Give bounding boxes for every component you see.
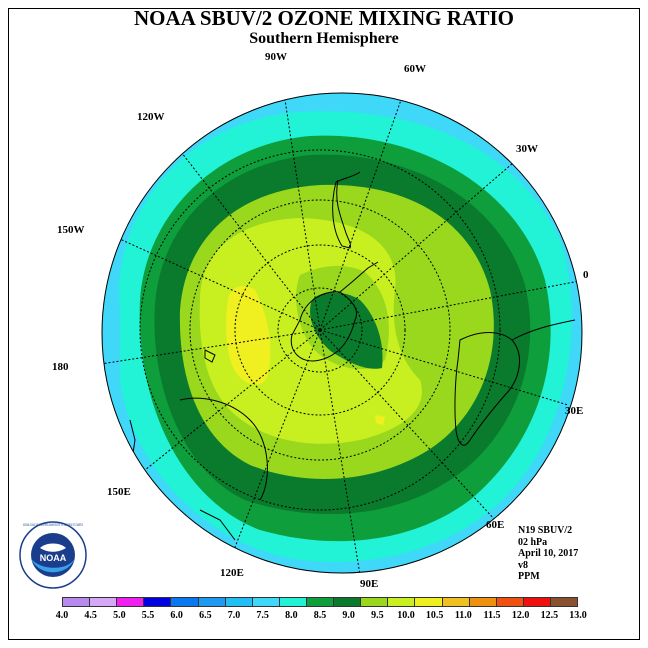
lon-label-30e: 30E xyxy=(565,405,583,417)
colorbar-tick-label: 12.5 xyxy=(540,610,559,621)
colorbar-tick-label: 9.5 xyxy=(371,610,384,621)
colorbar-swatch xyxy=(252,598,280,606)
lon-label-30w: 30W xyxy=(516,143,538,155)
colorbar-swatch xyxy=(198,598,226,606)
colorbar-tick-label: 6.5 xyxy=(199,610,212,621)
colorbar-tick-label: 7.0 xyxy=(227,610,241,621)
date-label: April 10, 2017 xyxy=(518,548,579,559)
pressure-level-label: 02 hPa xyxy=(518,536,548,548)
lon-label-60w: 60W xyxy=(404,63,426,75)
contour-7.0-east xyxy=(580,280,582,390)
units-label: PPM xyxy=(518,571,540,582)
logo-text: NOAA xyxy=(40,553,67,563)
contour-9.0-center xyxy=(310,292,383,369)
colorbar-tick-label: 8.0 xyxy=(285,610,298,621)
colorbar xyxy=(62,597,578,607)
colorbar-tick-label: 4.0 xyxy=(55,610,69,621)
logo-ring-text: NATIONAL OCEANIC AND ATMOSPHERIC ADMINIS… xyxy=(23,522,83,527)
colorbar-swatch xyxy=(442,598,470,606)
colorbar-swatch xyxy=(63,598,91,606)
colorbar-ticks: 4.0 4.5 5.0 5.5 6.0 6.5 7.0 7.5 8.0 8.5 9.0 9.5 10.0… xyxy=(0,610,648,624)
colorbar-tick-label: 11.5 xyxy=(483,610,501,621)
colorbar-swatch xyxy=(306,598,335,606)
colorbar-swatch xyxy=(523,598,551,606)
map-frame xyxy=(8,8,640,640)
colorbar-swatch xyxy=(361,598,389,606)
colorbar-tick-label: 7.5 xyxy=(256,610,269,621)
contour-10.5 xyxy=(226,286,271,385)
version-label: v8 xyxy=(518,559,528,571)
graticule xyxy=(102,93,582,573)
lon-label-90w: 90W xyxy=(265,51,287,63)
colorbar-tick-label: 5.5 xyxy=(141,610,155,621)
globe-outline xyxy=(101,92,583,574)
lon-label-150e: 150E xyxy=(107,486,131,498)
colorbar-swatch xyxy=(334,598,362,606)
colorbar-swatch xyxy=(279,598,307,606)
colorbar-tick-label: 10.0 xyxy=(397,610,415,621)
colorbar-swatch xyxy=(144,598,172,606)
colorbar-swatch xyxy=(469,598,497,606)
colorbar-tick-label: 4.5 xyxy=(84,610,97,621)
colorbar-swatch xyxy=(225,598,253,606)
lon-label-150w: 150W xyxy=(57,224,85,236)
lon-label-180: 180 xyxy=(52,361,69,373)
satellite-label: N19 SBUV/2 xyxy=(518,525,573,536)
colorbar-swatch xyxy=(90,598,118,606)
colorbar-swatch xyxy=(550,598,578,606)
colorbar-tick-label: 10.5 xyxy=(425,610,444,621)
page-title: NOAA SBUV/2 OZONE MIXING RATIO xyxy=(134,6,514,30)
lon-label-120e: 120E xyxy=(220,567,244,579)
ozone-field xyxy=(102,93,582,573)
colorbar-tick-label: 5.0 xyxy=(113,610,126,621)
colorbar-tick-label: 13.0 xyxy=(569,610,587,621)
colorbar-swatch xyxy=(171,598,199,606)
contour-10.5-spot xyxy=(375,415,385,425)
lon-label-0: 0 xyxy=(583,269,589,281)
colorbar-tick-label: 12.0 xyxy=(511,610,530,621)
info-block: N19 SBUV/2 02 hPa April 10, 2017 v8 PPM xyxy=(518,525,578,583)
colorbar-swatch xyxy=(388,598,416,606)
colorbar-swatch xyxy=(415,598,443,606)
colorbar-swatch xyxy=(496,598,524,606)
colorbar-tick-label: 9.0 xyxy=(342,610,355,621)
colorbar-tick-label: 11.0 xyxy=(454,610,472,621)
noaa-logo: NOAA NATIONAL OCEANIC AND ATMOSPHERIC AD… xyxy=(19,521,87,589)
colorbar-tick-label: 6.0 xyxy=(170,610,183,621)
lon-label-120w: 120W xyxy=(137,111,165,123)
lon-label-90e: 90E xyxy=(360,578,378,590)
colorbar-swatch xyxy=(117,598,145,606)
page-subtitle: Southern Hemisphere xyxy=(249,30,399,47)
colorbar-tick-label: 8.5 xyxy=(313,610,327,621)
lon-label-60e: 60E xyxy=(486,519,504,531)
